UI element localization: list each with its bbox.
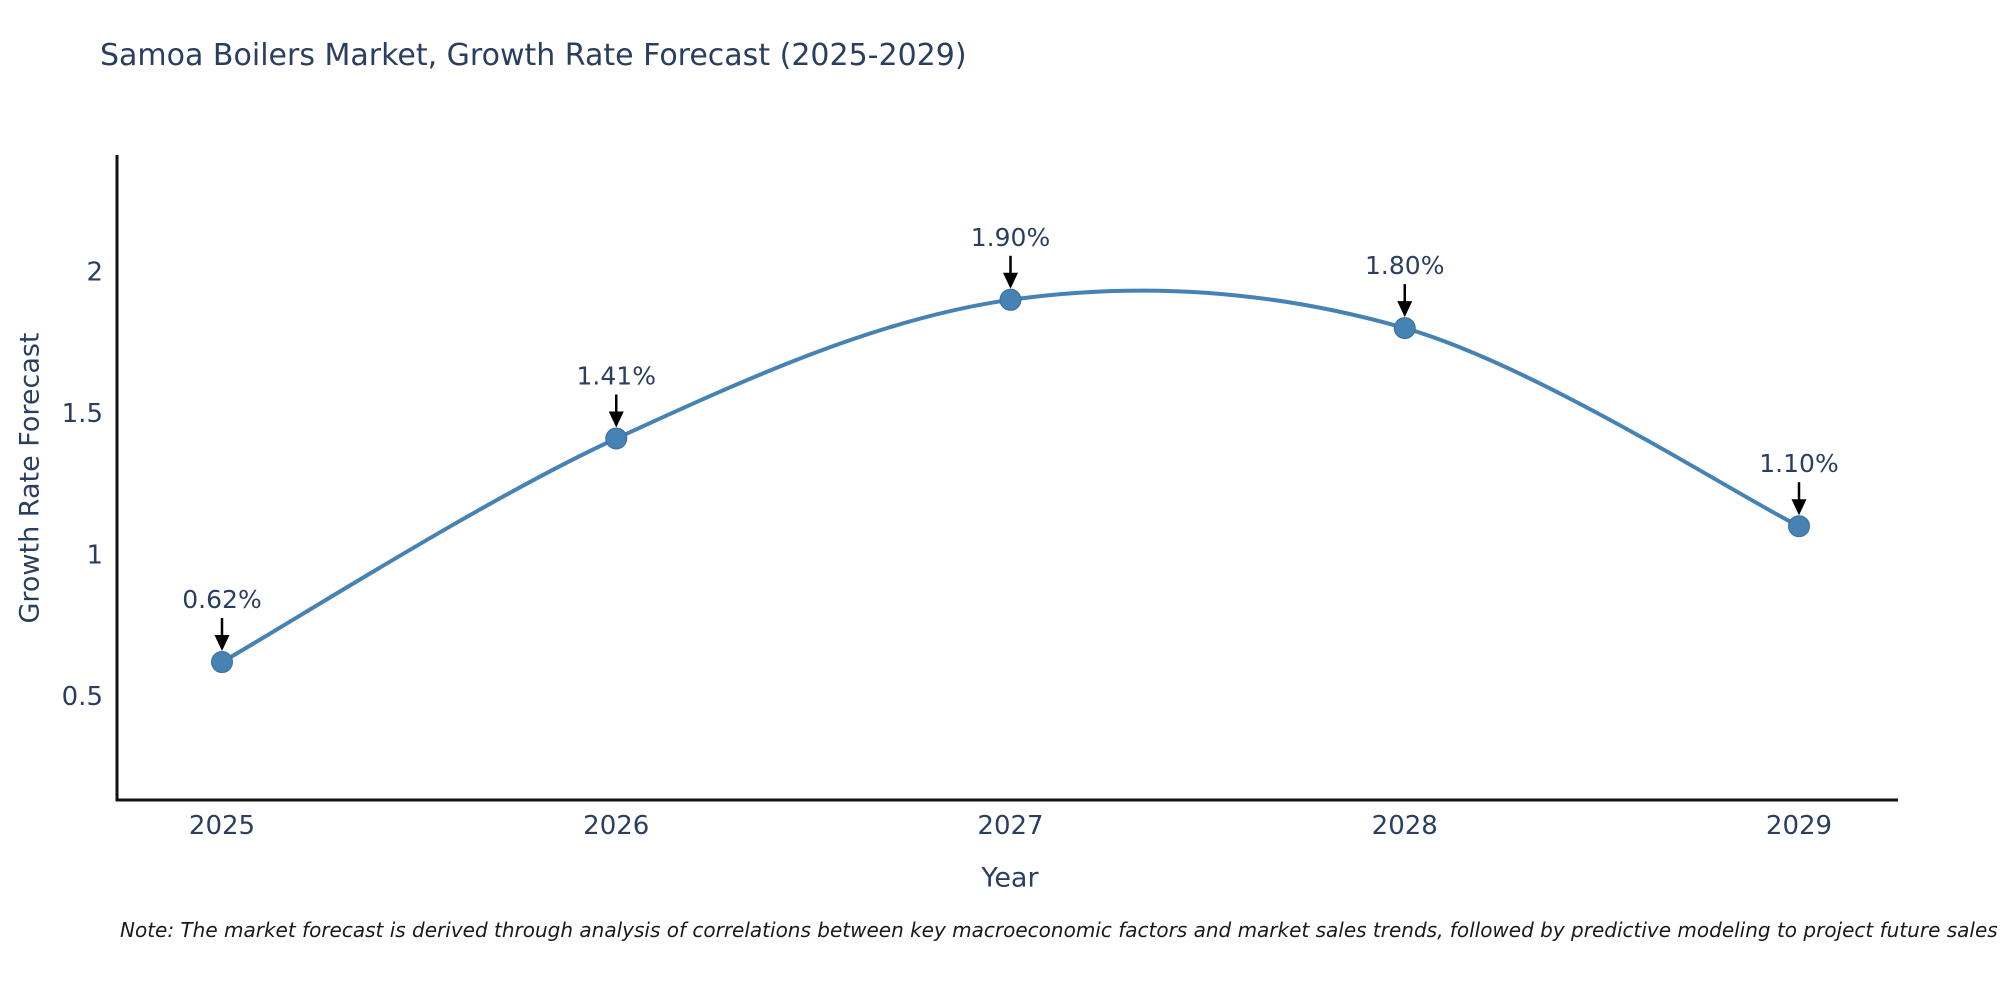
y-axis-title: Growth Rate Forecast <box>14 332 46 624</box>
annotation-label: 1.90% <box>971 223 1050 252</box>
annotation-label: 1.80% <box>1365 251 1444 280</box>
annotation-arrowhead-icon <box>214 635 230 652</box>
annotation-arrowhead-icon <box>1791 499 1807 516</box>
data-point-marker[interactable] <box>605 427 628 450</box>
x-tick-label: 2025 <box>189 811 255 841</box>
annotation-label: 1.41% <box>577 361 656 390</box>
y-tick-label: 1.5 <box>62 399 103 429</box>
data-point-marker[interactable] <box>1788 515 1810 538</box>
data-point-marker[interactable] <box>999 288 1022 311</box>
annotation-arrowhead-icon <box>1397 301 1413 318</box>
x-tick-label: 2026 <box>583 811 649 841</box>
x-tick-label: 2029 <box>1766 811 1832 841</box>
x-tick-label: 2028 <box>1372 811 1438 841</box>
chart-title: Samoa Boilers Market, Growth Rate Foreca… <box>100 38 967 73</box>
x-tick-label: 2027 <box>977 811 1043 841</box>
annotation-arrowhead-icon <box>1003 272 1018 289</box>
y-tick-label: 1 <box>86 541 103 571</box>
y-tick-label: 0.5 <box>62 682 103 712</box>
annotation-arrowhead-icon <box>608 411 624 428</box>
x-axis-title: Year <box>981 862 1039 894</box>
annotation-label: 0.62% <box>182 585 261 614</box>
trend-line <box>221 288 1800 664</box>
footnote: Note: The market forecast is derived thr… <box>120 918 1998 942</box>
annotation-label: 1.10% <box>1759 449 1838 478</box>
data-point-marker[interactable] <box>1393 317 1416 340</box>
y-tick-label: 2 <box>86 258 103 288</box>
data-point-marker[interactable] <box>211 651 233 674</box>
